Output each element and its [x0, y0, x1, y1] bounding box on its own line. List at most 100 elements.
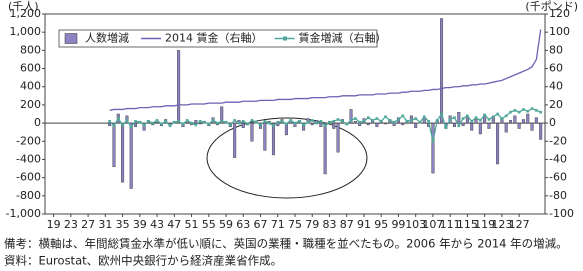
- x-tick-label: 123: [491, 218, 512, 231]
- marker: [358, 120, 361, 124]
- marker: [526, 109, 530, 113]
- marker: [328, 120, 331, 124]
- bar: [530, 122, 534, 131]
- bar: [168, 122, 172, 125]
- marker: [414, 117, 417, 120]
- x-tick-label: 79: [305, 218, 319, 231]
- marker: [155, 119, 159, 122]
- marker: [211, 119, 215, 122]
- marker: [371, 119, 374, 122]
- marker: [116, 117, 120, 120]
- highlight-ellipse: [206, 117, 368, 199]
- x-tick-label: 27: [81, 218, 95, 231]
- marker: [470, 119, 474, 123]
- y-unit-label: (千人): [8, 0, 39, 13]
- y2-tick-label: -80: [549, 189, 567, 202]
- marker: [168, 124, 172, 128]
- marker: [535, 109, 538, 112]
- marker: [405, 119, 409, 123]
- bar: [263, 122, 267, 151]
- x-tick-label: 87: [340, 218, 354, 231]
- note: 備考：横軸は、年間総賃金水準が低い順に、英国の業種・職種を並べたもの。2006 …: [4, 237, 568, 251]
- marker: [160, 122, 163, 126]
- y-tick-label: -600: [16, 171, 41, 184]
- x-tick-label: 127: [509, 218, 530, 231]
- marker: [250, 119, 254, 122]
- marker: [384, 115, 387, 119]
- x-tick-label: 107: [422, 218, 443, 231]
- marker: [530, 107, 534, 110]
- marker: [285, 122, 288, 126]
- x-tick-label: 31: [98, 218, 112, 231]
- bar: [521, 119, 525, 124]
- bar: [302, 122, 306, 131]
- bar: [220, 106, 224, 124]
- x-tick-label: 59: [219, 218, 233, 231]
- marker: [298, 119, 301, 123]
- bar: [452, 122, 456, 127]
- y2-unit-label: (千ポンド): [525, 0, 578, 13]
- y-tick-label: 0: [34, 116, 41, 129]
- marker: [198, 119, 202, 123]
- bar: [517, 122, 521, 129]
- x-tick-label: 55: [202, 218, 216, 231]
- marker: [457, 124, 461, 128]
- bar: [358, 122, 362, 127]
- legend-label: 人数増減: [85, 31, 129, 45]
- y2-tick-label: -100: [549, 207, 574, 220]
- marker: [410, 119, 413, 122]
- legend-swatch: [64, 33, 78, 44]
- marker: [164, 119, 167, 123]
- marker: [440, 112, 443, 116]
- marker: [147, 119, 150, 123]
- bar: [310, 122, 314, 126]
- marker: [177, 119, 180, 123]
- marker: [388, 119, 392, 122]
- bar: [384, 122, 388, 125]
- marker: [263, 119, 267, 123]
- bar: [392, 122, 396, 127]
- marker: [323, 124, 327, 128]
- bar: [233, 122, 237, 158]
- x-tick-label: 95: [374, 218, 388, 231]
- line: [109, 29, 542, 111]
- bar: [504, 122, 508, 133]
- marker: [151, 121, 155, 125]
- bar: [353, 121, 357, 124]
- y2-tick-label: 120: [549, 7, 570, 20]
- bar: [431, 122, 435, 174]
- x-tick-label: 103: [405, 218, 426, 231]
- marker: [354, 117, 357, 120]
- marker: [112, 124, 116, 128]
- y2-tick-label: 0: [549, 116, 556, 129]
- marker: [379, 119, 383, 123]
- bar: [121, 122, 125, 183]
- y2-tick-label: -40: [549, 152, 567, 165]
- x-tick-label: 39: [133, 218, 147, 231]
- marker: [504, 114, 508, 118]
- marker: [185, 119, 189, 122]
- marker: [142, 123, 146, 127]
- x-tick-label: 111: [440, 218, 461, 231]
- marker: [293, 121, 297, 125]
- x-tick-label: 71: [271, 218, 285, 231]
- x-tick-label: 99: [391, 218, 405, 231]
- x-tick-label: 51: [185, 218, 199, 231]
- y2-tick-label: 20: [549, 98, 563, 111]
- marker: [315, 121, 318, 125]
- y2-tick-label: -20: [549, 134, 567, 147]
- bar: [487, 122, 491, 129]
- bar: [142, 122, 146, 131]
- marker: [319, 119, 323, 123]
- marker: [302, 123, 305, 127]
- marker: [366, 116, 370, 119]
- source: 資料：Eurostat、欧州中央銀行から経済産業省作成。: [4, 254, 282, 268]
- x-tick-label: 47: [167, 218, 181, 231]
- y-tick-label: 200: [20, 98, 41, 111]
- bar: [366, 122, 370, 126]
- bar: [401, 122, 405, 126]
- x-tick-label: 67: [254, 218, 268, 231]
- marker: [453, 116, 456, 119]
- bar: [513, 115, 517, 124]
- marker: [479, 119, 482, 122]
